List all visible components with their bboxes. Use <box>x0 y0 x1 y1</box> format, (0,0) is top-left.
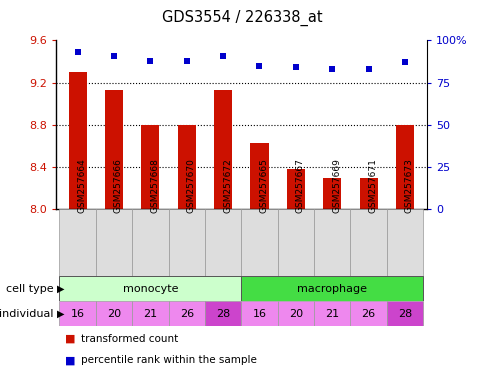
Point <box>219 53 227 59</box>
Text: GSM257668: GSM257668 <box>150 158 159 213</box>
Text: ▶: ▶ <box>57 309 64 319</box>
Text: 28: 28 <box>397 309 411 319</box>
Point <box>146 58 154 64</box>
Text: macrophage: macrophage <box>297 284 366 294</box>
Text: 21: 21 <box>324 309 339 319</box>
Bar <box>322 177 341 209</box>
Text: 26: 26 <box>179 309 194 319</box>
Point <box>255 63 263 69</box>
Bar <box>386 301 422 326</box>
Bar <box>277 301 314 326</box>
Text: GSM257664: GSM257664 <box>77 158 87 213</box>
Bar <box>168 209 204 276</box>
Text: transformed count: transformed count <box>81 334 178 344</box>
Text: GSM257671: GSM257671 <box>368 158 377 213</box>
Text: GSM257672: GSM257672 <box>223 158 232 213</box>
Text: 20: 20 <box>288 309 302 319</box>
Point <box>400 59 408 65</box>
Text: 21: 21 <box>143 309 157 319</box>
Bar <box>132 301 168 326</box>
Bar <box>314 301 349 326</box>
Point <box>110 53 118 59</box>
Text: 20: 20 <box>106 309 121 319</box>
Text: ■: ■ <box>65 334 76 344</box>
Bar <box>132 209 168 276</box>
Bar <box>250 143 268 209</box>
Bar <box>286 169 304 209</box>
Text: percentile rank within the sample: percentile rank within the sample <box>81 355 257 365</box>
Bar <box>349 209 386 276</box>
Text: GSM257670: GSM257670 <box>186 158 196 213</box>
Text: 28: 28 <box>215 309 230 319</box>
Bar <box>359 177 377 209</box>
Text: GSM257673: GSM257673 <box>404 158 413 213</box>
Text: ▶: ▶ <box>57 284 64 294</box>
Bar <box>68 72 87 209</box>
Text: GSM257667: GSM257667 <box>295 158 304 213</box>
Text: GSM257666: GSM257666 <box>114 158 123 213</box>
Text: GSM257669: GSM257669 <box>332 158 341 213</box>
Bar <box>395 125 413 209</box>
Bar <box>241 276 422 301</box>
Bar <box>59 276 241 301</box>
Point <box>182 58 190 64</box>
Bar <box>314 209 349 276</box>
Text: 16: 16 <box>71 309 84 319</box>
Point <box>328 66 335 72</box>
Bar <box>349 301 386 326</box>
Bar <box>59 209 95 276</box>
Bar <box>241 301 277 326</box>
Bar <box>241 209 277 276</box>
Point <box>364 66 372 72</box>
Text: 16: 16 <box>252 309 266 319</box>
Bar <box>177 125 196 209</box>
Bar <box>386 209 422 276</box>
Text: monocyte: monocyte <box>122 284 178 294</box>
Text: 26: 26 <box>361 309 375 319</box>
Text: ■: ■ <box>65 355 76 365</box>
Bar <box>95 209 132 276</box>
Bar <box>204 301 241 326</box>
Bar <box>95 301 132 326</box>
Bar <box>59 301 95 326</box>
Text: cell type: cell type <box>6 284 53 294</box>
Point <box>291 64 299 70</box>
Bar <box>204 209 241 276</box>
Bar <box>141 125 159 209</box>
Point <box>74 49 81 55</box>
Bar <box>277 209 314 276</box>
Text: individual: individual <box>0 309 53 319</box>
Bar <box>168 301 204 326</box>
Bar <box>105 90 123 209</box>
Text: GSM257665: GSM257665 <box>259 158 268 213</box>
Bar <box>213 90 232 209</box>
Text: GDS3554 / 226338_at: GDS3554 / 226338_at <box>162 10 322 26</box>
